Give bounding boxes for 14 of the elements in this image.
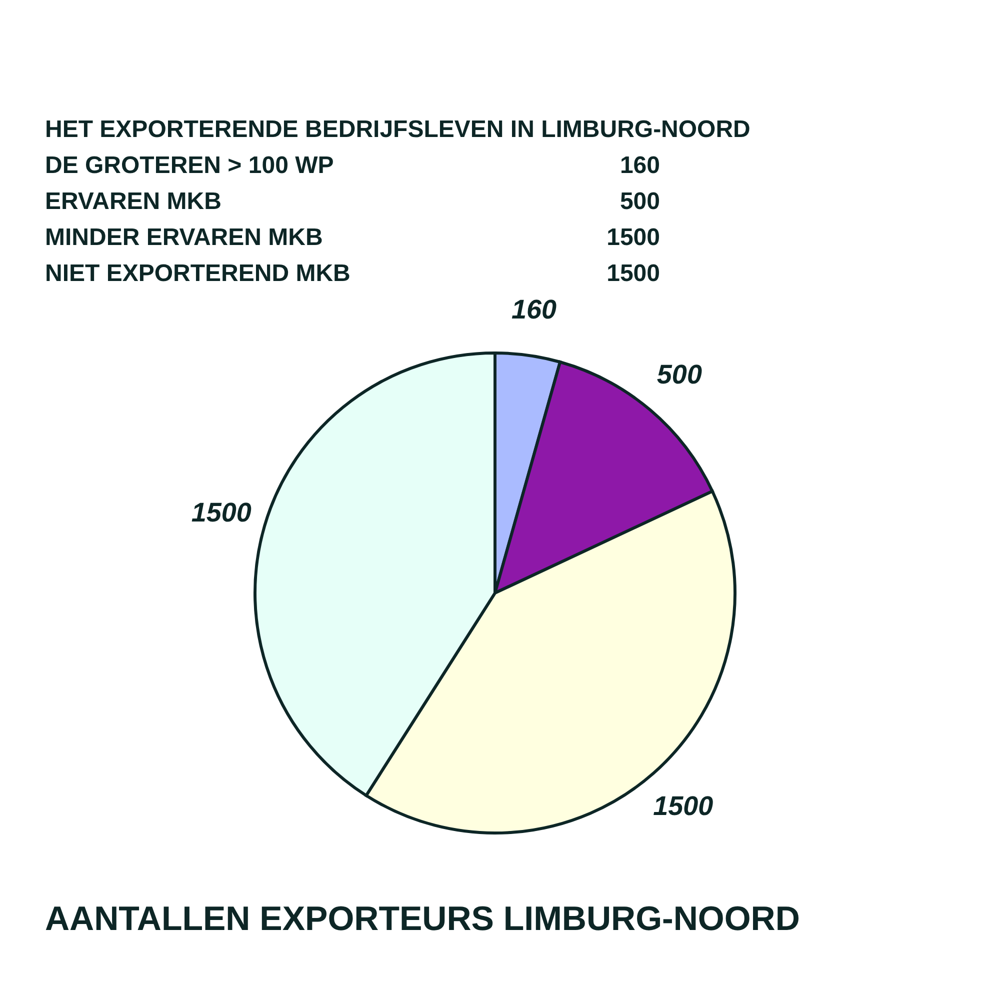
text: 500	[620, 188, 660, 215]
text: 160	[620, 152, 660, 179]
text: 1500	[606, 260, 660, 287]
text: 1500	[606, 224, 660, 251]
text: HET EXPORTERENDE BEDRIJFSLEVEN IN LIMBURG-NOORD	[45, 116, 750, 143]
data-label: 1500	[653, 791, 714, 822]
data-label: 1500	[191, 497, 252, 528]
text: MINDER ERVAREN MKB	[45, 224, 323, 251]
text: ERVAREN MKB	[45, 188, 222, 215]
data-label: 160	[511, 294, 557, 325]
text: DE GROTEREN > 100 WP	[45, 152, 334, 179]
data-label: 500	[656, 360, 702, 390]
text: AANTALLEN EXPORTEURS LIMBURG-NOORD	[45, 900, 800, 938]
text: NIET EXPORTEREND MKB	[45, 260, 350, 287]
